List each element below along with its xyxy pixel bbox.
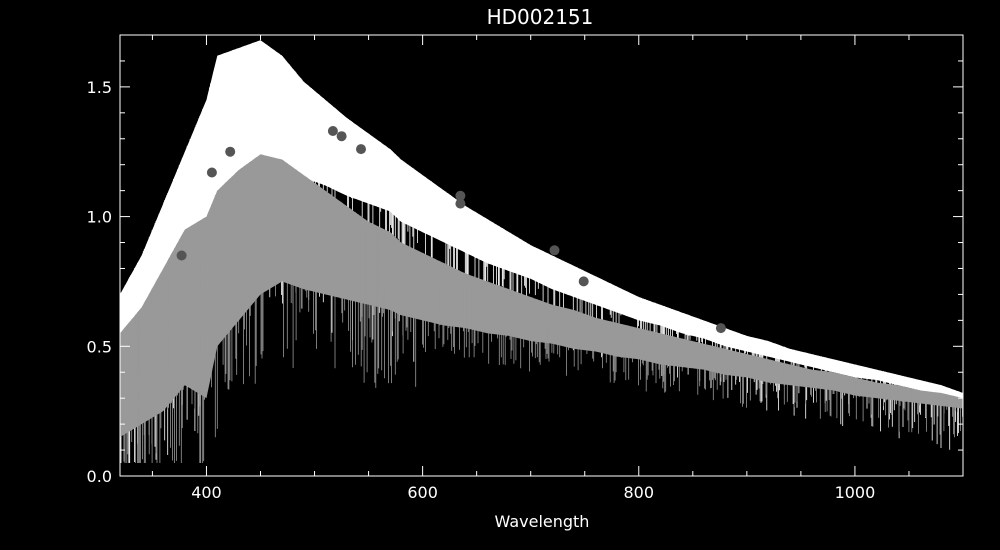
data-point bbox=[455, 198, 466, 209]
y-tick-label: 1.0 bbox=[87, 208, 112, 227]
plot-frame bbox=[119, 34, 964, 477]
data-point bbox=[225, 146, 236, 157]
x-tick-label: 1000 bbox=[835, 483, 876, 502]
data-point bbox=[176, 250, 187, 261]
y-tick-label: 1.5 bbox=[87, 78, 112, 97]
data-point bbox=[715, 323, 726, 334]
spectrum-series-1 bbox=[120, 154, 963, 463]
data-point bbox=[336, 131, 347, 142]
x-tick-label: 400 bbox=[191, 483, 222, 502]
y-tick-label: 0.5 bbox=[87, 337, 112, 356]
spectrum-lines-1 bbox=[123, 154, 963, 463]
data-point bbox=[549, 245, 560, 256]
photometry-points bbox=[176, 126, 726, 334]
data-point bbox=[578, 276, 589, 287]
axes: 400 600 800 1000 0.0 0.5 1.0 1.5 bbox=[87, 34, 964, 502]
plot-area bbox=[120, 40, 963, 463]
data-point bbox=[455, 190, 466, 201]
data-point bbox=[327, 126, 338, 136]
chart-title: HD002151 bbox=[487, 5, 594, 29]
y-tick-label: 0.0 bbox=[87, 467, 112, 486]
x-tick-label: 600 bbox=[407, 483, 438, 502]
data-point bbox=[356, 144, 366, 155]
x-tick-label: 800 bbox=[623, 483, 654, 502]
data-point bbox=[206, 167, 217, 178]
x-axis-label: Wavelength bbox=[495, 512, 590, 531]
